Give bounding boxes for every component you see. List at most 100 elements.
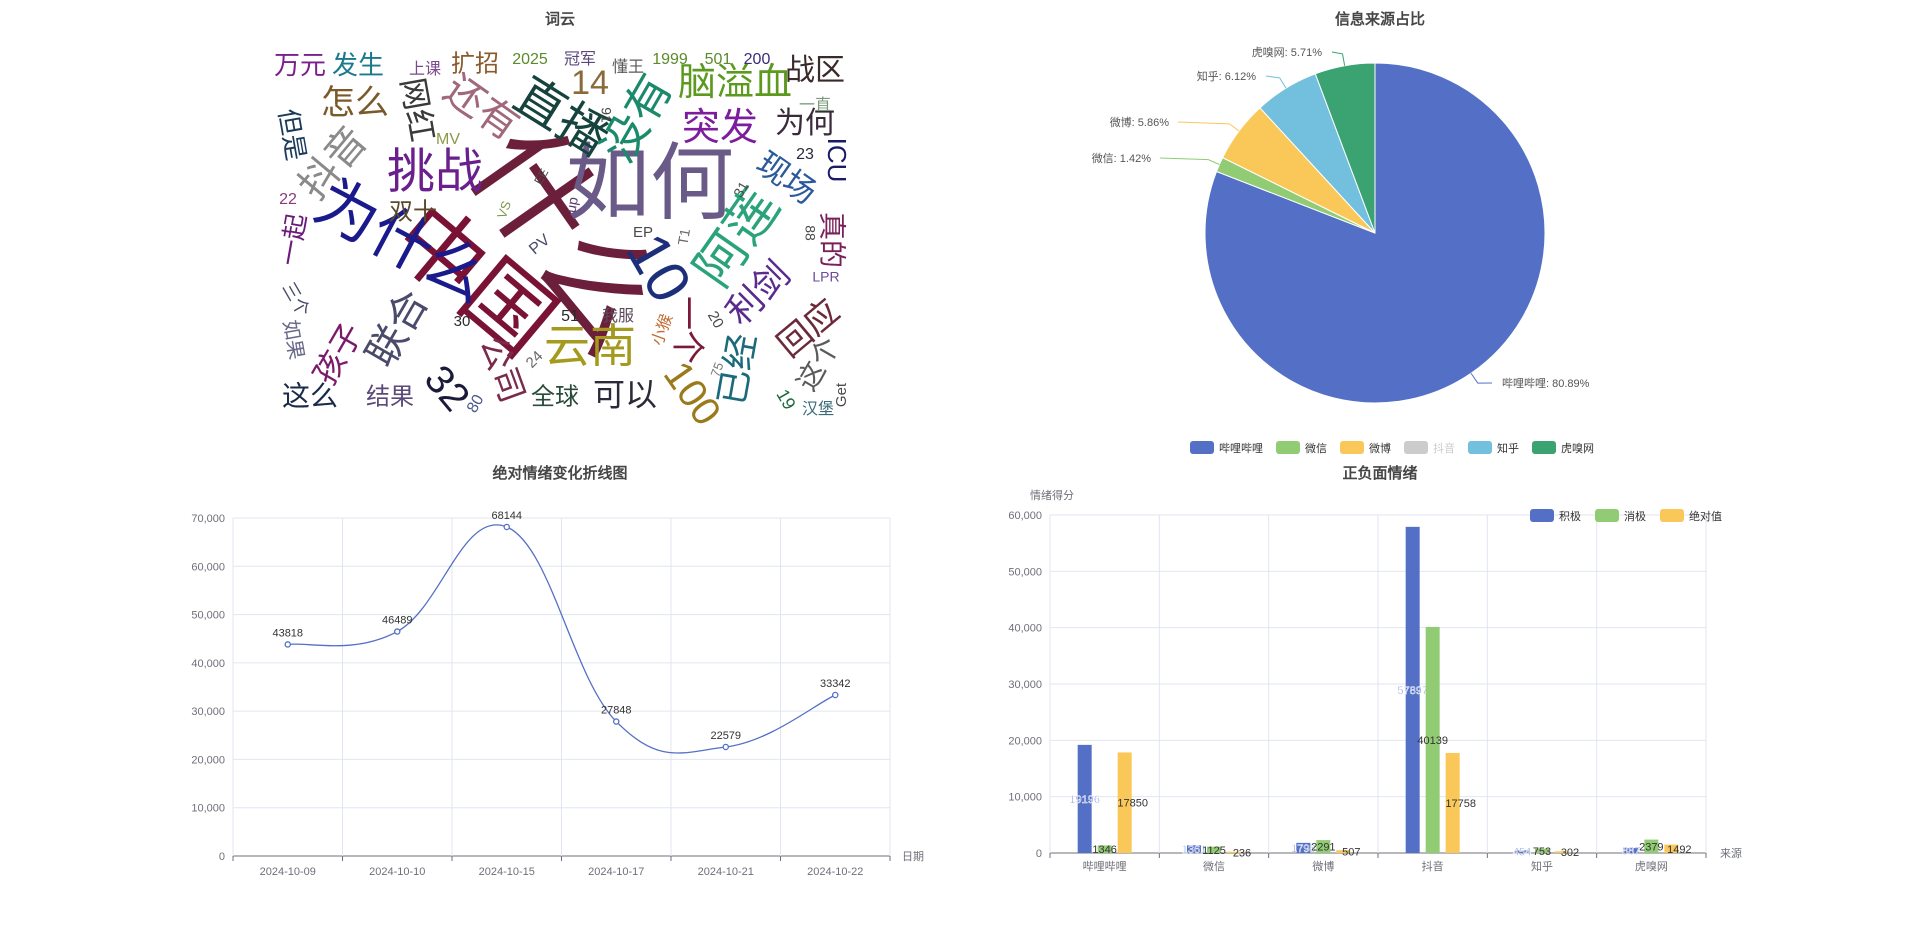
bar-x-tick-label: 知乎: [1531, 859, 1553, 873]
bar-legend-swatch: [1660, 509, 1684, 522]
word-cloud-word: 三个: [278, 279, 313, 320]
word-cloud-word: 上课: [409, 60, 441, 78]
bar-x-tick-label: 微博: [1312, 859, 1334, 873]
line-y-tick-label: 0: [219, 851, 225, 863]
word-cloud-word: 战区: [785, 54, 845, 87]
pie-label-line: [1331, 51, 1346, 66]
bar-legend-item[interactable]: 积极: [1530, 509, 1581, 523]
bar-legend-item[interactable]: 消极: [1595, 509, 1646, 523]
bar-rect: [1187, 845, 1201, 853]
bar-rect: [1316, 840, 1331, 853]
pie-slice: [1215, 156, 1376, 234]
pie-legend-item[interactable]: 微博: [1340, 441, 1391, 455]
word-cloud-word: 但是: [273, 106, 312, 162]
line-point: [284, 641, 291, 648]
line-x-tick-label: 2024-10-10: [369, 866, 425, 878]
pie-slice-label: 虎嗅网: 5.71%: [1252, 45, 1323, 59]
word-cloud-word: 22: [279, 191, 297, 208]
bar-rect: [1515, 850, 1529, 853]
word-cloud-word: 501: [705, 51, 732, 68]
bar-data-label: 1361: [1182, 844, 1206, 856]
word-cloud-word: 万元: [274, 50, 326, 80]
wordcloud-title: 词云: [544, 11, 575, 28]
word-cloud-word: 云南: [544, 320, 636, 372]
word-cloud-word: 如何: [566, 136, 734, 230]
word-cloud-word: 扩招: [451, 50, 499, 77]
pie-slice-label: 微信: 1.42%: [1092, 151, 1152, 165]
word-cloud-word: 懂王: [612, 58, 644, 76]
pie-legend-item[interactable]: 虎嗅网: [1532, 441, 1594, 455]
bar-y-tick-label: 30,000: [1008, 679, 1042, 691]
bar-y-tick-label: 60,000: [1008, 510, 1042, 522]
pie-legend-label: 微博: [1369, 441, 1391, 455]
bar-data-label: 40139: [1417, 735, 1448, 747]
bar-y-tick-label: 0: [1036, 848, 1042, 860]
bar-rect: [1207, 846, 1221, 853]
bar-legend-item[interactable]: 绝对值: [1660, 509, 1722, 523]
pie-legend-label: 哔哩哔哩: [1219, 442, 1263, 455]
bar-rect: [1555, 851, 1569, 853]
bar-chart-title: 正负面情绪: [1342, 465, 1418, 482]
line-y-tick-label: 20,000: [191, 754, 225, 766]
line-x-tick-label: 2024-10-21: [698, 866, 754, 878]
word-cloud-word: 发生: [332, 50, 384, 80]
line-series: [287, 524, 836, 754]
pie-legend-swatch: [1276, 441, 1300, 454]
pie-slice: [1204, 62, 1546, 404]
bar-y-tick-label: 10,000: [1008, 792, 1042, 804]
word-cloud-word: 200: [744, 51, 771, 68]
word-cloud-word: 全球: [531, 383, 579, 410]
line-x-axis-name: 日期: [902, 850, 924, 863]
word-cloud-word: 真的: [817, 212, 848, 268]
line-y-tick-label: 10,000: [191, 803, 225, 815]
word-cloud-word: T1: [674, 227, 693, 246]
pie-legend-label: 虎嗅网: [1561, 441, 1594, 455]
line-y-tick-label: 30,000: [191, 706, 225, 718]
pie-legend-label: 知乎: [1497, 441, 1519, 455]
bar-data-label: 19196: [1069, 794, 1100, 806]
word-cloud-word: 一起: [274, 211, 313, 267]
bar-data-label: 17758: [1445, 798, 1476, 810]
bar-legend-swatch: [1530, 509, 1554, 522]
pie-legend-swatch: [1468, 441, 1492, 454]
word-cloud-word: up: [562, 196, 580, 214]
bar-data-label: 2291: [1311, 842, 1335, 854]
word-cloud-word: 结果: [366, 383, 414, 410]
pie-slice: [1259, 73, 1376, 234]
bar-rect: [1644, 839, 1659, 853]
pie-legend-item[interactable]: 知乎: [1468, 441, 1519, 455]
line-y-tick-label: 60,000: [191, 561, 225, 573]
bar-rect: [1336, 850, 1351, 853]
bar-data-label: 17850: [1117, 798, 1148, 810]
pie-legend-item[interactable]: 抖音: [1404, 441, 1455, 455]
pie-slice: [1314, 62, 1376, 234]
bar-data-label: 1125: [1202, 845, 1226, 857]
bar-legend-swatch: [1595, 509, 1619, 522]
word-cloud-word: 可以: [593, 376, 657, 412]
bar-data-label: 1492: [1667, 844, 1691, 856]
pie-legend-item[interactable]: 微信: [1276, 441, 1327, 455]
word-cloud-word: 脑溢血: [678, 62, 792, 104]
bar-rect: [1077, 744, 1092, 853]
pie-legend-swatch: [1190, 441, 1214, 454]
bar-x-tick-label: 微信: [1203, 859, 1225, 873]
word-cloud-word: 2025: [512, 51, 548, 68]
bar-y-tick-label: 20,000: [1008, 735, 1042, 747]
word-cloud-word: 冠军: [564, 50, 596, 68]
word-cloud-word: 80: [464, 392, 488, 416]
bar-rect: [1296, 842, 1311, 853]
word-cloud-word: 为何: [775, 107, 835, 140]
line-x-tick-label: 2024-10-17: [588, 866, 644, 878]
pie-legend-swatch: [1404, 441, 1428, 454]
word-cloud-word: EP: [633, 224, 653, 241]
pie-legend-item[interactable]: 哔哩哔哩: [1190, 441, 1263, 455]
bar-data-label: 2379: [1639, 841, 1663, 853]
bar-data-label: 507: [1342, 847, 1360, 859]
line-y-tick-label: 70,000: [191, 513, 225, 525]
bar-data-label: 753: [1533, 846, 1551, 858]
bar-legend-label: 积极: [1559, 509, 1581, 523]
word-cloud-word: 51: [561, 308, 579, 325]
word-cloud-word: EE: [531, 166, 551, 187]
word-cloud-word: Get: [833, 382, 850, 407]
